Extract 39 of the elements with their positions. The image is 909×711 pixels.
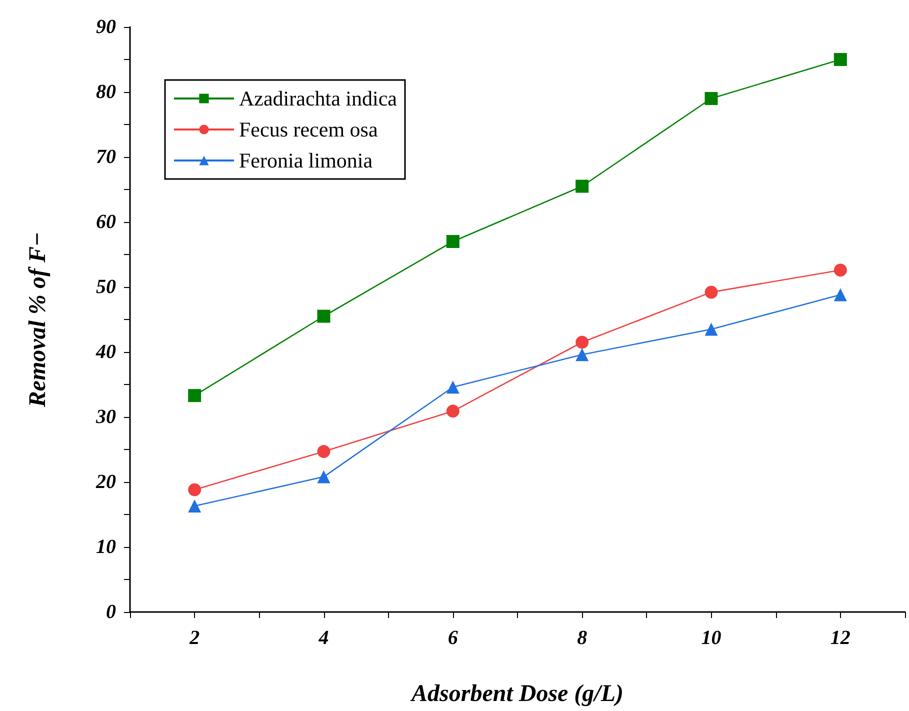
y-tick-label: 60: [96, 211, 116, 233]
point: [446, 404, 460, 418]
y-tick-label: 90: [96, 16, 116, 38]
point: [576, 348, 589, 362]
point: [188, 389, 202, 402]
point: [188, 483, 202, 496]
y-tick-label: 40: [95, 341, 116, 363]
point: [834, 288, 847, 302]
point: [576, 336, 589, 349]
y-tick-label: 10: [96, 536, 116, 558]
y-tick-label: 30: [95, 406, 116, 428]
y-tick-label: 80: [96, 81, 116, 103]
legend-label: Azadirachta indica: [239, 86, 398, 110]
point: [834, 264, 847, 277]
x-tick-label: 2: [188, 627, 200, 649]
point: [576, 180, 589, 193]
point: [317, 310, 330, 323]
point: [317, 470, 330, 484]
y-tick-label: 20: [95, 471, 116, 493]
x-tick-label: 4: [318, 627, 329, 649]
point: [834, 53, 847, 66]
point: [188, 500, 202, 513]
x-tick-label: 10: [701, 627, 722, 649]
y-axis-title: Removal % of F−: [25, 232, 51, 408]
x-tick-label: 12: [830, 627, 850, 649]
x-axis-title: Adsorbent Dose (g/L): [410, 681, 624, 707]
point: [704, 92, 718, 105]
point: [317, 444, 330, 458]
y-tick-label: 70: [96, 146, 116, 168]
y-tick-label: 0: [106, 601, 116, 623]
point: [704, 286, 718, 299]
y-tick-label: 50: [96, 276, 116, 298]
legend-label: Fecus recem osa: [239, 118, 378, 142]
legend-label: Feronia limonia: [239, 148, 374, 172]
point: [446, 380, 460, 394]
x-tick-label: 6: [448, 627, 458, 649]
point: [446, 235, 460, 248]
point: [704, 322, 718, 336]
x-tick-label: 8: [577, 627, 588, 649]
